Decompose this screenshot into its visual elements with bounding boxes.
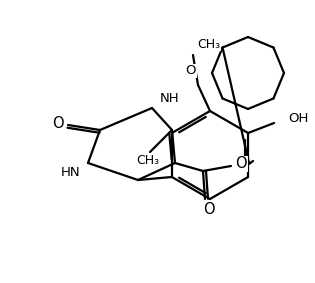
Text: HN: HN [60,166,80,179]
Text: O: O [186,65,196,78]
Text: CH₃: CH₃ [136,155,160,168]
Text: O: O [203,201,215,216]
Text: O: O [52,115,64,130]
Text: OH: OH [288,113,308,125]
Text: O: O [235,156,247,171]
Text: NH: NH [160,93,180,106]
Text: CH₃: CH₃ [197,38,220,50]
